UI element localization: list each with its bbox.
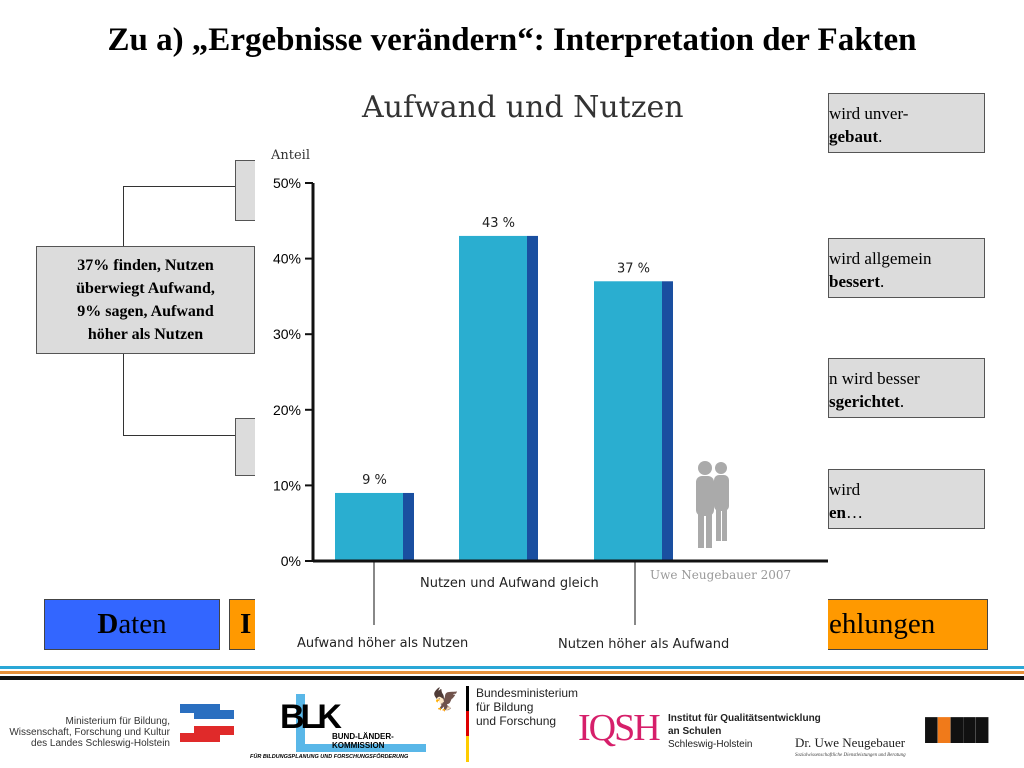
outcome-end: . bbox=[878, 127, 883, 146]
category-label: Nutzen höher als Aufwand bbox=[558, 637, 729, 652]
outcome-box: wird allgemein bessert. bbox=[828, 238, 985, 298]
outcome-bold: gebaut bbox=[829, 127, 879, 146]
outcome-text: n wird besser bbox=[829, 369, 920, 388]
category-label: Nutzen und Aufwand gleich bbox=[420, 576, 599, 591]
daten-rest: aten bbox=[118, 608, 167, 640]
outcome-box: wird unver-gebaut. bbox=[828, 93, 985, 153]
empfehlungen-label: ehlungen bbox=[829, 608, 936, 640]
neugebauer-name: Dr. Uwe Neugebauer bbox=[795, 735, 906, 750]
interpretation-button[interactable]: I bbox=[229, 599, 259, 650]
blk-sub: FÜR BILDUNGSPLANUNG UND FORSCHUNGSFÖRDER… bbox=[250, 754, 409, 760]
iqsh-text: Institut für Qualitätsentwicklung an Sch… bbox=[668, 712, 821, 751]
bmbf-line: und Forschung bbox=[476, 714, 557, 728]
data-label: 43 % bbox=[482, 216, 515, 231]
bar-shade bbox=[527, 235, 538, 562]
result-line: 9% sagen, Aufwand bbox=[77, 303, 214, 320]
iqsh-line: Institut für Qualitätsentwicklung bbox=[668, 713, 821, 724]
bar-shade bbox=[662, 281, 673, 561]
daten-button[interactable]: Daten bbox=[44, 599, 220, 650]
outcome-bold: bessert bbox=[829, 272, 880, 291]
daten-initial: D bbox=[97, 608, 119, 640]
outcome-end: … bbox=[846, 503, 863, 522]
bar bbox=[594, 281, 662, 561]
outcome-end: . bbox=[879, 272, 885, 291]
bar bbox=[459, 235, 527, 562]
outcome-box: wird en… bbox=[828, 469, 985, 529]
bar-chart: Aufwand und Nutzen Anteil 0% 10% 20% 30% 40%… bbox=[270, 90, 828, 652]
people-silhouette-icon bbox=[696, 461, 729, 548]
y-tick-label: 10% bbox=[273, 477, 301, 493]
result-line: höher als Nutzen bbox=[87, 326, 204, 343]
blk-letters: BLK bbox=[280, 698, 342, 736]
y-tick-label: 40% bbox=[273, 251, 301, 267]
stripe bbox=[0, 666, 1024, 669]
y-tick-label: 20% bbox=[273, 402, 301, 418]
outcome-end: . bbox=[899, 392, 905, 411]
german-flag-bar bbox=[466, 686, 469, 762]
chart-image: Aufwand und Nutzen Anteil 0% 10% 20% 30% 40%… bbox=[255, 85, 828, 660]
iqsh-line: an Schulen bbox=[668, 726, 722, 737]
tree-line bbox=[123, 186, 124, 246]
y-tick-label: 30% bbox=[273, 326, 301, 342]
blk-logo: BLK BUND-LÄNDER-KOMMISSION FÜR BILDUNGSP… bbox=[250, 694, 430, 762]
federal-eagle-icon: 🦅 bbox=[432, 688, 460, 713]
ministry-line: des Landes Schleswig-Holstein bbox=[31, 738, 170, 749]
data-label: 9 % bbox=[362, 473, 387, 488]
bar bbox=[335, 492, 403, 561]
schleswig-holstein-flag-icon bbox=[180, 704, 236, 744]
people-logo-icon: ▮▮▮▮▮ bbox=[922, 708, 992, 748]
empfehlungen-button[interactable]: ehlungen bbox=[826, 599, 988, 650]
iqsh-line: Schleswig-Holstein bbox=[668, 739, 753, 750]
outcome-text: wird unver- bbox=[829, 104, 909, 123]
outcome-bold: sgerichtet bbox=[829, 392, 900, 411]
chart-title: Aufwand und Nutzen bbox=[361, 90, 684, 125]
chart-credit: Uwe Neugebauer 2007 bbox=[650, 568, 791, 582]
blk-name: BUND-LÄNDER-KOMMISSION bbox=[332, 732, 394, 750]
bar-shade bbox=[403, 492, 414, 561]
ministry-line: Ministerium für Bildung, bbox=[65, 716, 170, 727]
y-tick-label: 50% bbox=[273, 175, 301, 191]
outcome-text: wird allgemein bbox=[829, 249, 932, 268]
bmbf-line: für Bildung bbox=[476, 700, 534, 714]
neugebauer-sub: Sozialwissenschaftliche Dienstleistungen… bbox=[795, 753, 906, 758]
iqsh-logo: IQSH bbox=[578, 707, 661, 749]
y-axis-label: Anteil bbox=[270, 148, 310, 163]
interpretation-initial: I bbox=[240, 608, 252, 640]
data-label: 37 % bbox=[617, 261, 650, 276]
tree-line bbox=[123, 186, 235, 187]
ministry-line: Wissenschaft, Forschung und Kultur bbox=[9, 727, 170, 738]
outcome-box: n wird besser sgerichtet. bbox=[828, 358, 985, 418]
result-line: überwiegt Aufwand, bbox=[76, 280, 215, 297]
outcome-text: wird bbox=[829, 480, 861, 499]
stripe bbox=[0, 676, 1024, 680]
ministry-logo-text: Ministerium für Bildung, Wissenschaft, F… bbox=[5, 716, 170, 749]
outcome-bold: en bbox=[829, 503, 846, 522]
bmbf-line: Bundesministerium bbox=[476, 686, 579, 700]
category-label: Aufwand höher als Nutzen bbox=[297, 636, 468, 651]
y-tick-label: 0% bbox=[281, 553, 301, 569]
slide-title: Zu a) „Ergebnisse verändern“: Interpreta… bbox=[107, 22, 917, 58]
result-box: 37% finden, Nutzen überwiegt Aufwand, 9%… bbox=[36, 246, 255, 354]
tree-line bbox=[123, 353, 124, 435]
bmbf-text: Bundesministerium für Bildung und Forsch… bbox=[476, 686, 578, 728]
tree-line bbox=[123, 435, 235, 436]
stripe bbox=[0, 671, 1024, 674]
result-line: 37% finden, Nutzen bbox=[77, 257, 214, 274]
